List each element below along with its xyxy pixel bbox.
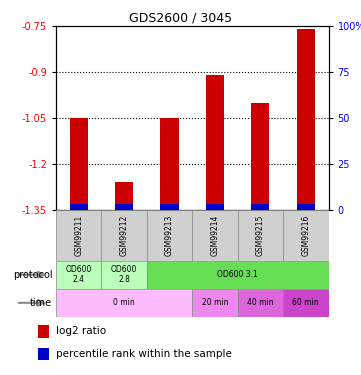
Text: log2 ratio: log2 ratio [56, 326, 106, 336]
Bar [283, 210, 329, 261]
Bar [192, 289, 238, 317]
Text: OD600 3.1: OD600 3.1 [217, 270, 258, 279]
Text: GSM99215: GSM99215 [256, 214, 265, 256]
Bar [206, 204, 224, 210]
Bar [238, 289, 283, 317]
Bar [147, 210, 192, 261]
Text: GSM99213: GSM99213 [165, 214, 174, 256]
Text: OD600
2.4: OD600 2.4 [65, 265, 92, 284]
Bar [38, 325, 49, 338]
Bar [147, 261, 329, 289]
Bar [115, 182, 133, 210]
Bar [297, 29, 315, 210]
Text: GDS2600 / 3045: GDS2600 / 3045 [129, 11, 232, 24]
Bar [297, 204, 315, 210]
Bar [251, 204, 269, 210]
Text: time: time [30, 298, 52, 308]
Text: GSM99214: GSM99214 [210, 214, 219, 256]
Bar [38, 348, 49, 360]
Bar [56, 261, 101, 289]
Bar [70, 118, 88, 210]
Text: 40 min: 40 min [247, 298, 274, 307]
Text: percentile rank within the sample: percentile rank within the sample [56, 349, 232, 359]
Bar [283, 289, 329, 317]
Bar [56, 289, 192, 317]
Text: protocol: protocol [13, 270, 52, 280]
Bar [251, 103, 269, 210]
Text: GSM99216: GSM99216 [301, 214, 310, 256]
Bar [56, 210, 101, 261]
Text: OD600
2.8: OD600 2.8 [111, 265, 137, 284]
Bar [192, 210, 238, 261]
Bar [160, 118, 179, 210]
Text: 20 min: 20 min [202, 298, 228, 307]
Bar [101, 210, 147, 261]
Text: 60 min: 60 min [292, 298, 319, 307]
Bar [101, 261, 147, 289]
Bar [238, 210, 283, 261]
Bar [70, 204, 88, 210]
Bar [206, 75, 224, 210]
Bar [160, 204, 179, 210]
Text: 0 min: 0 min [113, 298, 135, 307]
Text: GSM99211: GSM99211 [74, 214, 83, 256]
Bar [115, 204, 133, 210]
Text: GSM99212: GSM99212 [119, 214, 129, 256]
